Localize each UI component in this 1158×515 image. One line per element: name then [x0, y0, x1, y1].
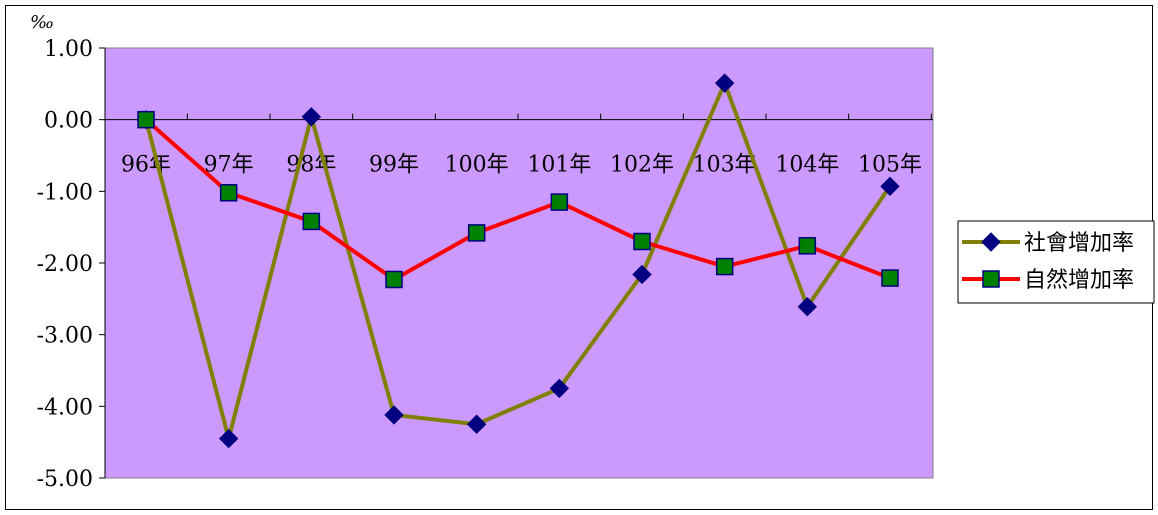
data-point [385, 270, 403, 289]
x-axis: 96年 97年 98年 99年 100年 101年 102年 103年 104年 105年 [105, 113, 933, 178]
x-tick-label: 97年 [204, 153, 254, 178]
data-point [467, 224, 486, 242]
series-2 [137, 110, 899, 289]
x-tick-label: 101年 [527, 153, 591, 178]
legend-label: 自然增加率 [1024, 268, 1134, 293]
y-tick-label: -4.00 [37, 395, 93, 420]
x-tick-label: 105年 [858, 153, 922, 178]
plot-area [104, 47, 934, 479]
data-point [715, 257, 734, 276]
y-tick-label: -2.00 [37, 252, 93, 277]
x-tick-label: 99年 [369, 153, 419, 178]
data-point [549, 378, 570, 399]
y-axis-unit-label: ‰ [30, 12, 54, 33]
y-tick-label: 1.00 [44, 37, 93, 62]
legend-label: 社會增加率 [1024, 231, 1134, 256]
legend-marker [982, 270, 1000, 288]
data-point [797, 297, 818, 317]
y-tick-label: -5.00 [37, 467, 93, 492]
data-point [550, 193, 569, 211]
legend-entry: 自然增加率 [962, 268, 1134, 293]
data-point [218, 428, 239, 449]
x-tick-label: 102年 [610, 153, 674, 178]
y-tick-label: -1.00 [37, 180, 93, 205]
data-point [302, 212, 321, 231]
data-point [881, 269, 899, 287]
data-point [219, 184, 238, 202]
data-point [632, 264, 652, 285]
x-tick-label: 104年 [775, 153, 839, 178]
data-point [880, 176, 900, 197]
data-point [301, 107, 322, 127]
y-tick-label: 0.00 [44, 109, 93, 134]
x-tick-label: 96年 [121, 153, 171, 178]
y-tick-label: -3.00 [37, 324, 93, 349]
data-point [798, 237, 817, 255]
x-tick-label: 103年 [693, 153, 757, 178]
series-1 [136, 73, 900, 449]
data-point [466, 414, 487, 434]
x-tick-label: 100年 [445, 153, 509, 178]
series-layer [136, 73, 900, 449]
series-line [144, 118, 891, 282]
data-point [137, 110, 155, 129]
y-axis: 1.00 0.00 -1.00 -2.00 -3.00 -4.00 -5.00 [37, 37, 106, 492]
legend-entry: 社會增加率 [962, 231, 1134, 256]
data-point [633, 232, 651, 251]
series-line [144, 81, 892, 441]
data-point [384, 405, 404, 425]
data-point [714, 73, 735, 93]
legend-marker [981, 232, 1001, 252]
